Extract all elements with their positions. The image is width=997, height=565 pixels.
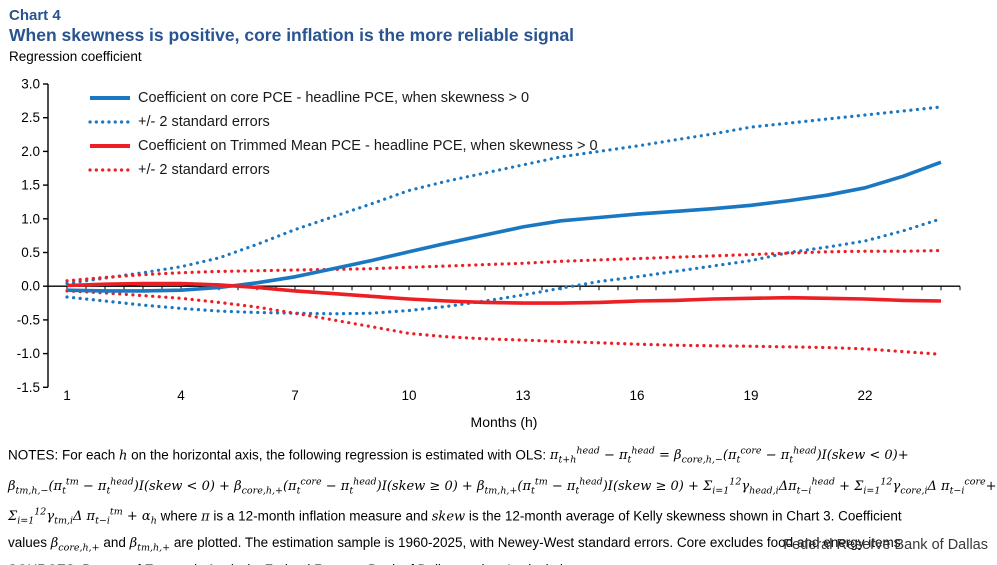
solid-line-swatch-red	[88, 142, 132, 150]
svg-text:0.5: 0.5	[21, 245, 40, 260]
plot-area: 3.0 2.5 2.0 1.5 1.0 0.5 0.0 -0.5 -1.0 -1.5 1 4 7 10 13…	[0, 75, 997, 440]
svg-text:2.0: 2.0	[21, 144, 40, 159]
svg-text:10: 10	[401, 388, 416, 403]
svg-text:Months (h): Months (h)	[471, 414, 538, 430]
dotted-line-swatch-blue	[88, 118, 132, 126]
legend-item-trimmed-mean-coefficient: Coefficient on Trimmed Mean PCE - headli…	[88, 134, 598, 158]
chart-header: Chart 4 When skewness is positive, core …	[9, 6, 574, 66]
legend-label: +/- 2 standard errors	[138, 162, 270, 178]
svg-text:-1.0: -1.0	[17, 346, 40, 361]
chart-notes: NOTES: For each h on the horizontal axis…	[8, 441, 997, 565]
svg-text:7: 7	[291, 388, 299, 403]
notes-line: Σi=112γtm,iΔ πt−itm + αh where π is a 12…	[8, 506, 902, 527]
chart-title: When skewness is positive, core inflatio…	[9, 25, 575, 45]
svg-text:4: 4	[177, 388, 185, 403]
dallas-fed-wordmark: Federal Reserve Bank of Dallas	[783, 537, 988, 553]
svg-text:1: 1	[63, 388, 71, 403]
svg-text:22: 22	[857, 388, 872, 403]
chart-legend: Coefficient on core PCE - headline PCE, …	[88, 86, 598, 182]
svg-text:1.5: 1.5	[21, 178, 40, 193]
svg-text:1.0: 1.0	[21, 211, 40, 226]
svg-text:3.0: 3.0	[21, 77, 40, 92]
svg-text:-1.5: -1.5	[17, 380, 40, 395]
svg-text:16: 16	[629, 388, 644, 403]
legend-label: Coefficient on core PCE - headline PCE, …	[138, 90, 530, 106]
legend-label: +/- 2 standard errors	[138, 114, 270, 130]
chart-number-label: Chart 4	[9, 7, 61, 24]
legend-item-core-standard-errors: +/- 2 standard errors	[88, 110, 598, 134]
legend-label: Coefficient on Trimmed Mean PCE - headli…	[138, 138, 598, 154]
regression-line-chart: 3.0 2.5 2.0 1.5 1.0 0.5 0.0 -0.5 -1.0 -1.5 1 4 7 10 13…	[17, 77, 961, 430]
dotted-line-swatch-red	[88, 166, 132, 174]
notes-line: NOTES: For each h on the horizontal axis…	[8, 446, 909, 466]
svg-text:-0.5: -0.5	[17, 312, 40, 327]
svg-text:0.0: 0.0	[21, 279, 40, 294]
notes-line: values βcore,h,+ and βtm,h,+ are plotted…	[8, 534, 905, 554]
svg-text:2.5: 2.5	[21, 110, 40, 125]
legend-item-trimmed-mean-standard-errors: +/- 2 standard errors	[88, 158, 598, 182]
sources-line: SOURCES: Bureau of Economic Analysis; Fe…	[8, 559, 996, 565]
svg-text:19: 19	[743, 388, 758, 403]
notes-line: βtm,h,−(πttm − πthead)I(skew < 0) + βcor…	[8, 476, 997, 497]
y-axis-unit-label: Regression coefficient	[9, 49, 142, 64]
solid-line-swatch-blue	[88, 94, 132, 102]
svg-text:13: 13	[515, 388, 530, 403]
legend-item-core-coefficient: Coefficient on core PCE - headline PCE, …	[88, 86, 598, 110]
